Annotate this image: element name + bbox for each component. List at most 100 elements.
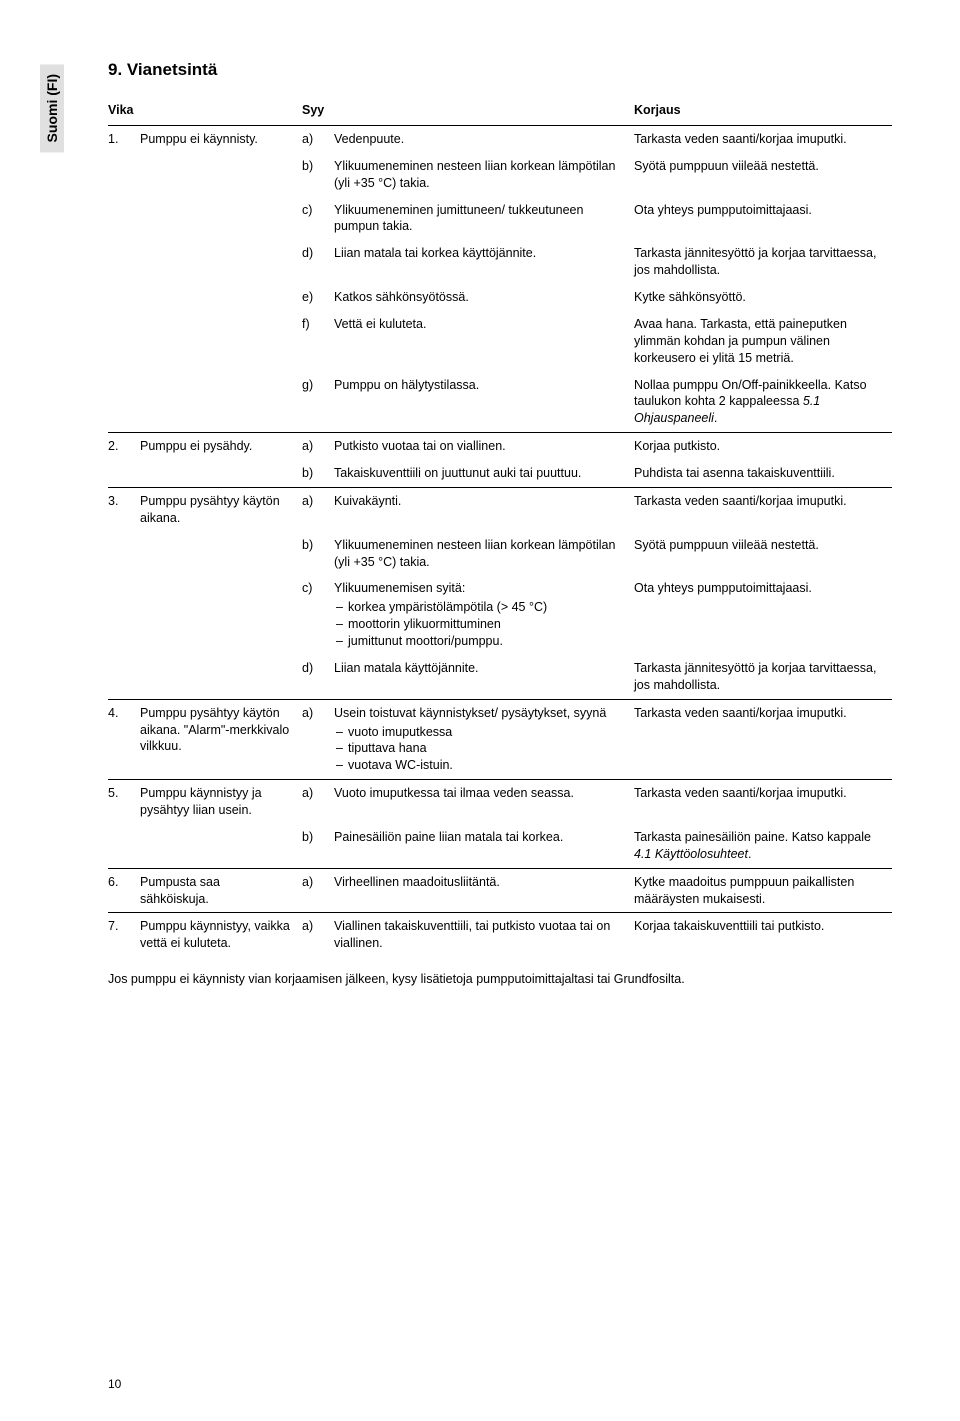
cause-label: b) xyxy=(302,460,334,487)
cause-text: Painesäiliön paine liian matala tai kork… xyxy=(334,824,634,868)
table-row: f)Vettä ei kuluteta.Avaa hana. Tarkasta,… xyxy=(108,311,892,372)
table-row: 2.Pumppu ei pysähdy.a)Putkisto vuotaa ta… xyxy=(108,433,892,460)
fault-number xyxy=(108,372,140,433)
cause-text: Kuivakäynti. xyxy=(334,487,634,531)
fault-text xyxy=(140,240,302,284)
cause-label: b) xyxy=(302,532,334,576)
cause-sublist-item: vuoto imuputkessa xyxy=(348,724,624,741)
table-row: 1.Pumppu ei käynnisty.a)Vedenpuute.Tarka… xyxy=(108,125,892,152)
fault-text: Pumppu käynnistyy ja pysähtyy liian usei… xyxy=(140,780,302,824)
fault-number: 3. xyxy=(108,487,140,531)
header-remedy: Korjaus xyxy=(634,98,892,125)
cause-label: a) xyxy=(302,913,334,957)
section-title: 9. Vianetsintä xyxy=(108,60,892,80)
footer-note: Jos pumppu ei käynnisty vian korjaamisen… xyxy=(108,971,892,988)
table-row: 7.Pumppu käynnistyy, vaikka vettä ei kul… xyxy=(108,913,892,957)
table-row: 3.Pumppu pysähtyy käytön aikana.a)Kuivak… xyxy=(108,487,892,531)
fault-text xyxy=(140,824,302,868)
fault-number: 6. xyxy=(108,868,140,913)
fault-text: Pumppu käynnistyy, vaikka vettä ei kulut… xyxy=(140,913,302,957)
remedy-text: Avaa hana. Tarkasta, että paineputken yl… xyxy=(634,311,892,372)
remedy-text: Kytke sähkönsyöttö. xyxy=(634,284,892,311)
remedy-text: Nollaa pumppu On/Off-painikkeella. Katso… xyxy=(634,372,892,433)
cause-text: Liian matala tai korkea käyttöjännite. xyxy=(334,240,634,284)
fault-text: Pumpusta saa sähköiskuja. xyxy=(140,868,302,913)
cause-label: b) xyxy=(302,824,334,868)
remedy-text: Tarkasta veden saanti/korjaa imuputki. xyxy=(634,487,892,531)
cause-sublist-item: korkea ympäristölämpötila (> 45 °C) xyxy=(348,599,624,616)
cause-label: c) xyxy=(302,197,334,241)
fault-number: 2. xyxy=(108,433,140,460)
cause-label: a) xyxy=(302,433,334,460)
cause-sublist-item: tiputtava hana xyxy=(348,740,624,757)
table-row: b)Ylikuumeneminen nesteen liian korkean … xyxy=(108,532,892,576)
remedy-text: Ota yhteys pumpputoimittajaasi. xyxy=(634,197,892,241)
cause-label: g) xyxy=(302,372,334,433)
fault-number xyxy=(108,197,140,241)
cause-text: Ylikuumenemisen syitä:korkea ympäristölä… xyxy=(334,575,634,655)
fault-number xyxy=(108,824,140,868)
fault-number: 1. xyxy=(108,125,140,152)
fault-text xyxy=(140,153,302,197)
fault-text xyxy=(140,197,302,241)
fault-text xyxy=(140,575,302,655)
remedy-text: Korjaa takaiskuventtiili tai putkisto. xyxy=(634,913,892,957)
cause-label: d) xyxy=(302,655,334,699)
remedy-text: Syötä pumppuun viileää nestettä. xyxy=(634,153,892,197)
cause-text: Vuoto imuputkessa tai ilmaa veden seassa… xyxy=(334,780,634,824)
cause-label: a) xyxy=(302,780,334,824)
table-row: c)Ylikuumenemisen syitä:korkea ympäristö… xyxy=(108,575,892,655)
fault-number xyxy=(108,311,140,372)
table-row: 6.Pumpusta saa sähköiskuja.a)Virheelline… xyxy=(108,868,892,913)
remedy-text: Syötä pumppuun viileää nestettä. xyxy=(634,532,892,576)
table-row: b)Takaiskuventtiili on juuttunut auki ta… xyxy=(108,460,892,487)
cause-label: a) xyxy=(302,868,334,913)
troubleshooting-table: Vika Syy Korjaus 1.Pumppu ei käynnisty.a… xyxy=(108,98,892,957)
table-row: 5.Pumppu käynnistyy ja pysähtyy liian us… xyxy=(108,780,892,824)
fault-text xyxy=(140,284,302,311)
cause-label: a) xyxy=(302,487,334,531)
cause-text: Ylikuumeneminen nesteen liian korkean lä… xyxy=(334,153,634,197)
cause-label: a) xyxy=(302,125,334,152)
cause-text: Ylikuumeneminen jumittuneen/ tukkeutunee… xyxy=(334,197,634,241)
header-cause: Syy xyxy=(302,98,634,125)
fault-text xyxy=(140,311,302,372)
fault-text xyxy=(140,372,302,433)
cause-text: Viallinen takaiskuventtiili, tai putkist… xyxy=(334,913,634,957)
table-row: b)Painesäiliön paine liian matala tai ko… xyxy=(108,824,892,868)
cause-text: Takaiskuventtiili on juuttunut auki tai … xyxy=(334,460,634,487)
header-fault: Vika xyxy=(108,98,302,125)
remedy-text: Kytke maadoitus pumppuun paikallisten mä… xyxy=(634,868,892,913)
remedy-text: Tarkasta jännitesyöttö ja korjaa tarvitt… xyxy=(634,240,892,284)
remedy-text: Korjaa putkisto. xyxy=(634,433,892,460)
table-row: g)Pumppu on hälytystilassa.Nollaa pumppu… xyxy=(108,372,892,433)
fault-text: Pumppu ei käynnisty. xyxy=(140,125,302,152)
cause-label: a) xyxy=(302,699,334,780)
remedy-text: Puhdista tai asenna takaiskuventtiili. xyxy=(634,460,892,487)
fault-number xyxy=(108,460,140,487)
cause-text: Putkisto vuotaa tai on viallinen. xyxy=(334,433,634,460)
table-row: e)Katkos sähkönsyötössä.Kytke sähkönsyöt… xyxy=(108,284,892,311)
fault-number xyxy=(108,655,140,699)
cause-text: Ylikuumeneminen nesteen liian korkean lä… xyxy=(334,532,634,576)
fault-text: Pumppu ei pysähdy. xyxy=(140,433,302,460)
fault-number: 7. xyxy=(108,913,140,957)
table-row: d)Liian matala tai korkea käyttöjännite.… xyxy=(108,240,892,284)
fault-number xyxy=(108,575,140,655)
fault-number xyxy=(108,240,140,284)
page-number: 10 xyxy=(108,1377,121,1391)
table-row: c)Ylikuumeneminen jumittuneen/ tukkeutun… xyxy=(108,197,892,241)
fault-number: 5. xyxy=(108,780,140,824)
cause-sublist-item: jumittunut moottori/pumppu. xyxy=(348,633,624,650)
fault-text xyxy=(140,460,302,487)
remedy-text: Ota yhteys pumpputoimittajaasi. xyxy=(634,575,892,655)
fault-text xyxy=(140,532,302,576)
table-row: b)Ylikuumeneminen nesteen liian korkean … xyxy=(108,153,892,197)
cause-text: Vettä ei kuluteta. xyxy=(334,311,634,372)
fault-text xyxy=(140,655,302,699)
document-page: Suomi (FI) 9. Vianetsintä Vika Syy Korja… xyxy=(0,0,960,1421)
fault-number xyxy=(108,284,140,311)
cause-text: Virheellinen maadoitusliitäntä. xyxy=(334,868,634,913)
cause-text: Vedenpuute. xyxy=(334,125,634,152)
remedy-text: Tarkasta veden saanti/korjaa imuputki. xyxy=(634,699,892,780)
